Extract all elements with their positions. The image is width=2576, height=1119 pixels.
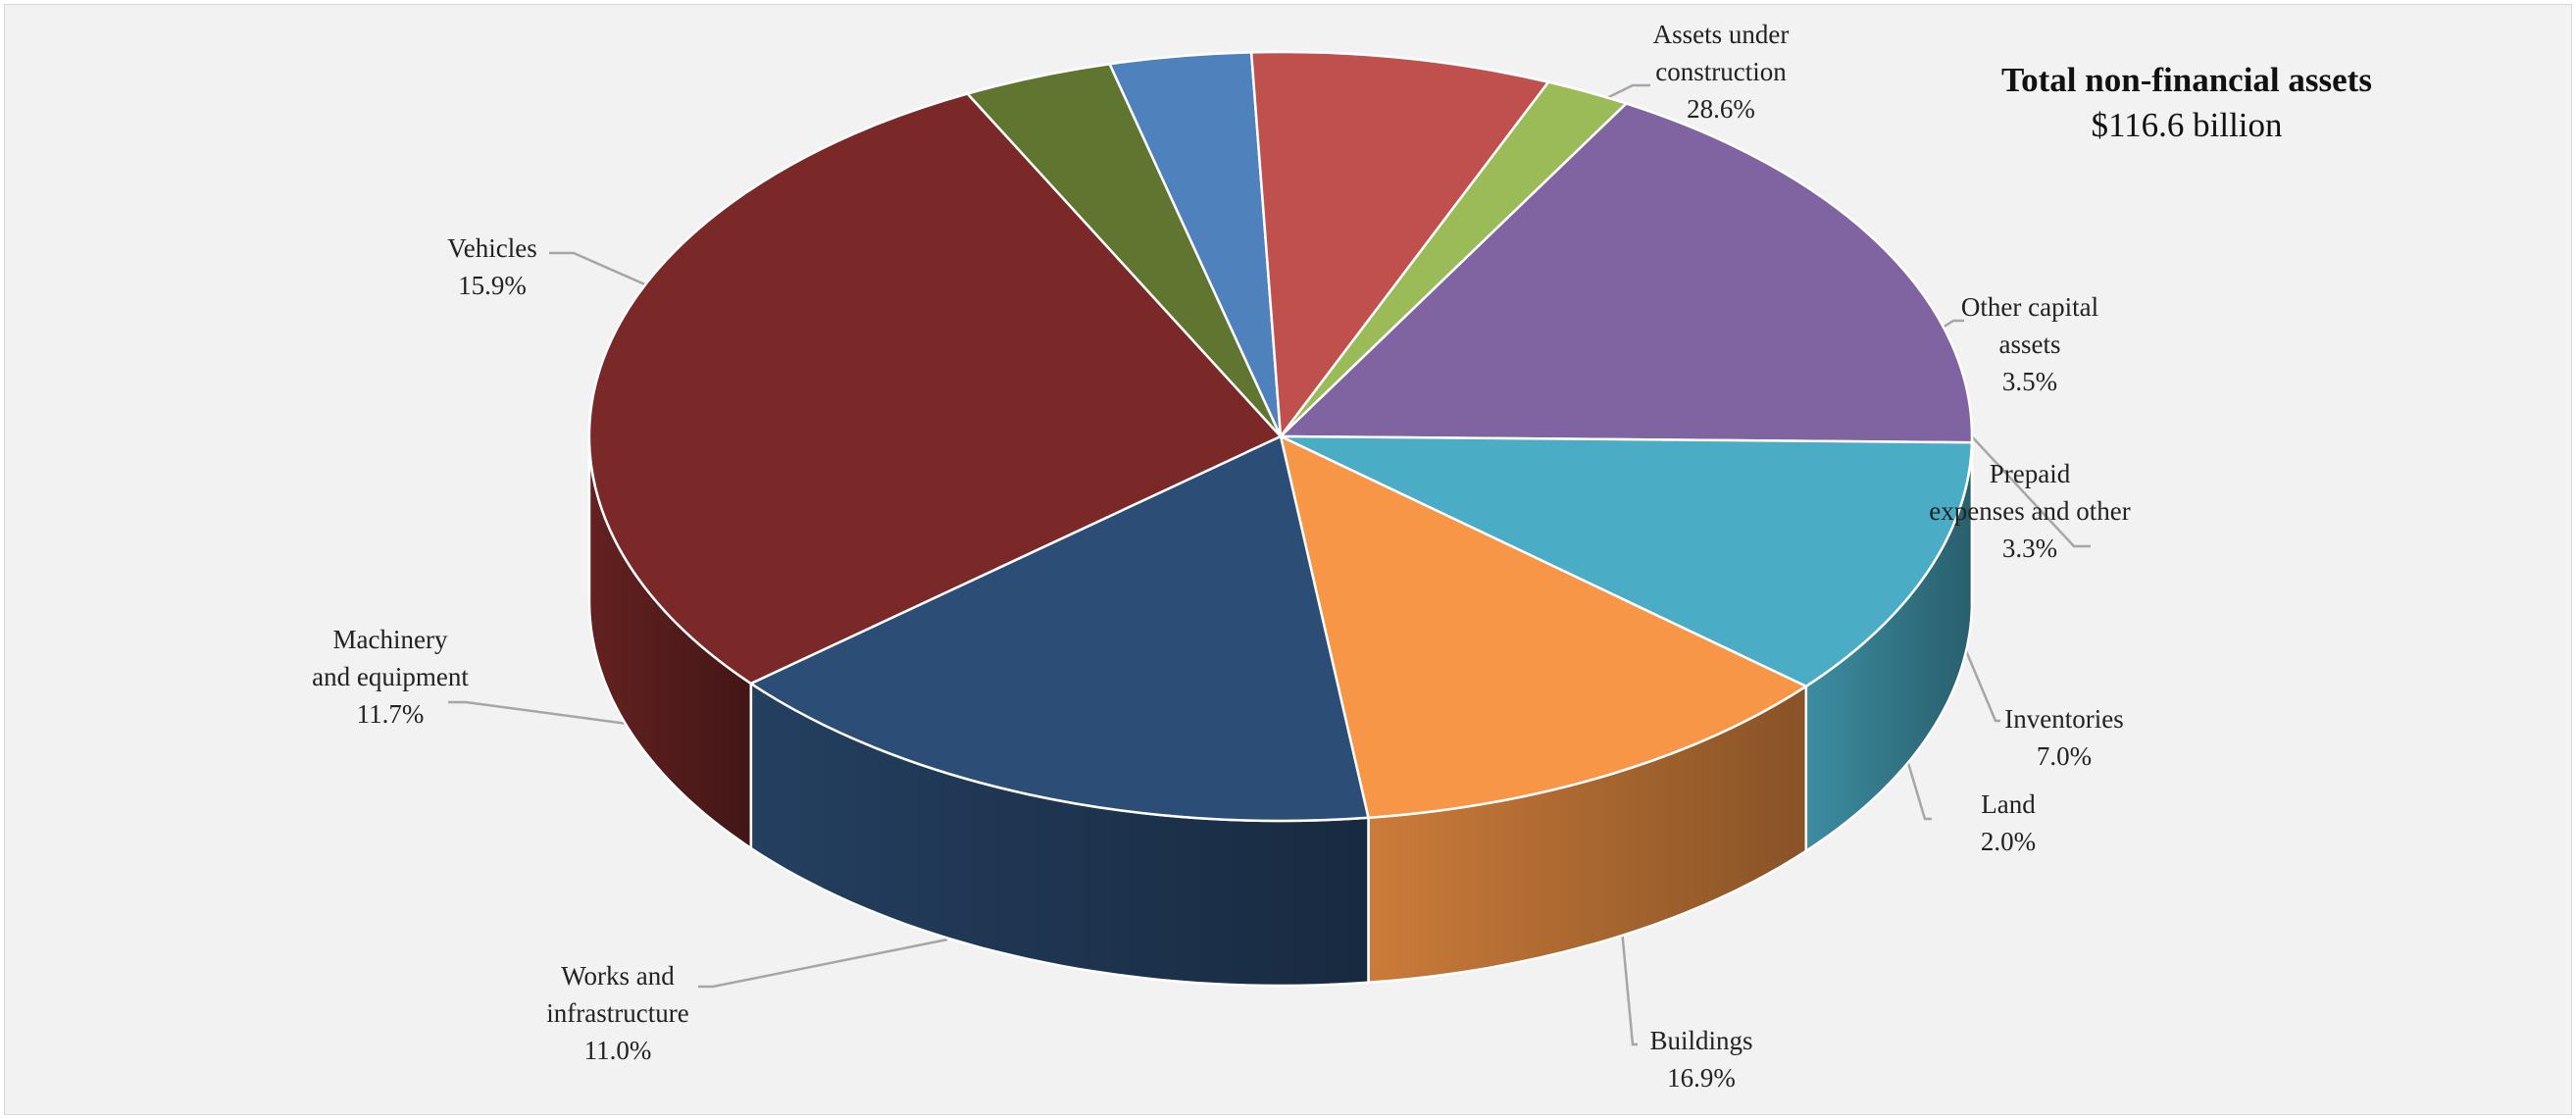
pie-slice-machinery-and-equipment (1279, 433, 1809, 820)
slice-label-vehicles: Vehicles 15.9% (447, 233, 536, 300)
pie-sides (587, 435, 1974, 988)
pie-slice-inventories (1249, 50, 1551, 440)
leader-line-machinery-and-equipment (448, 700, 629, 726)
slice-label-prepaid-expenses: Prepaid expenses and other 3.3% (1929, 459, 2130, 563)
pie-slice-buildings (1277, 102, 1974, 444)
leader-line-works-and-infrastructure (698, 938, 948, 989)
pie-slice-vehicles (748, 434, 1371, 823)
slice-label-land: Land 2.0% (1981, 789, 2036, 856)
slice-label-inventories: Inventories 7.0% (2004, 704, 2123, 771)
leader-line-prepaid-expenses (1941, 403, 2091, 548)
slice-label-assets-under-construction: Assets under construction 28.6% (1653, 20, 1790, 124)
pie-slices (587, 50, 1974, 823)
pie-slice-works-and-infrastructure (1280, 434, 1974, 688)
slice-labels: Assets under construction 28.6% Other capit… (312, 20, 2131, 1093)
pie-slice-assets-under-construction (587, 92, 1284, 686)
slice-label-works-and-infrastructure: Works and infrastructure 11.0% (546, 961, 688, 1065)
chart-subtitle: $116.6 billion (2091, 106, 2282, 144)
slice-label-machinery-and-equipment: Machinery and equipment 11.7% (312, 625, 469, 729)
leader-line-buildings (1620, 929, 1638, 1046)
slice-label-other-capital-assets: Other capital assets 3.5% (1961, 292, 2098, 396)
leader-line-land (1906, 762, 1932, 821)
slice-label-buildings: Buildings 16.9% (1649, 1026, 1752, 1093)
chart-title: Total non-financial assets (2001, 61, 2372, 99)
